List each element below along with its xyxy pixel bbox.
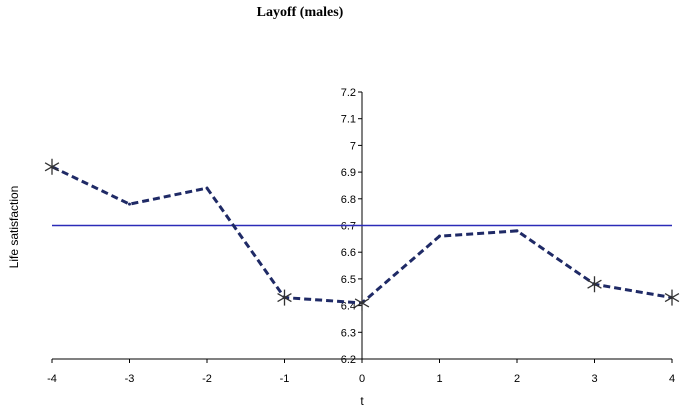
y-tick-label: 6.9 <box>341 167 356 179</box>
x-tick-label: -3 <box>125 373 135 385</box>
y-tick-label: 6.3 <box>341 327 356 339</box>
asterisk-marker <box>587 276 602 293</box>
y-tick-label: 6.6 <box>341 247 356 259</box>
asterisk-marker <box>277 289 292 306</box>
x-tick-label: 1 <box>436 373 442 385</box>
asterisk-stroke <box>587 279 602 289</box>
asterisk-stroke <box>277 293 292 303</box>
chart-title: Layoff (males) <box>257 5 344 20</box>
data-point <box>515 229 519 233</box>
x-tick-label: -2 <box>202 373 212 385</box>
y-tick-label: 7.1 <box>341 114 356 126</box>
asterisk-marker <box>664 289 680 306</box>
series-group <box>44 158 680 311</box>
y-tick-label: 6.8 <box>341 194 356 206</box>
y-tick-label: 6.2 <box>341 354 356 366</box>
x-axis-label: t <box>360 394 364 408</box>
y-tick-label: 6.7 <box>341 221 356 233</box>
x-tick-label: -4 <box>47 373 57 385</box>
y-tick-label: 7 <box>350 140 356 152</box>
asterisk-marker <box>44 158 60 175</box>
y-axis-label: Life satisfaction <box>7 186 21 269</box>
x-tick-label: 4 <box>669 373 675 385</box>
data-point <box>438 234 441 238</box>
data-point <box>205 186 209 190</box>
y-tick-label: 6.5 <box>341 274 356 286</box>
asterisk-stroke <box>44 162 60 172</box>
data-point <box>128 202 131 206</box>
asterisk-stroke <box>664 293 680 303</box>
asterisk-stroke <box>354 298 370 308</box>
x-tick-label: -1 <box>280 373 290 385</box>
x-tick-label: 3 <box>591 373 597 385</box>
x-tick-label: 0 <box>359 373 365 385</box>
x-tick-label: 2 <box>514 373 520 385</box>
axes: 6.26.36.46.56.66.76.86.977.17.2-4 -3 -2 -1 0… <box>47 87 675 385</box>
asterisk-marker <box>354 294 370 311</box>
y-tick-label: 7.2 <box>341 87 356 99</box>
